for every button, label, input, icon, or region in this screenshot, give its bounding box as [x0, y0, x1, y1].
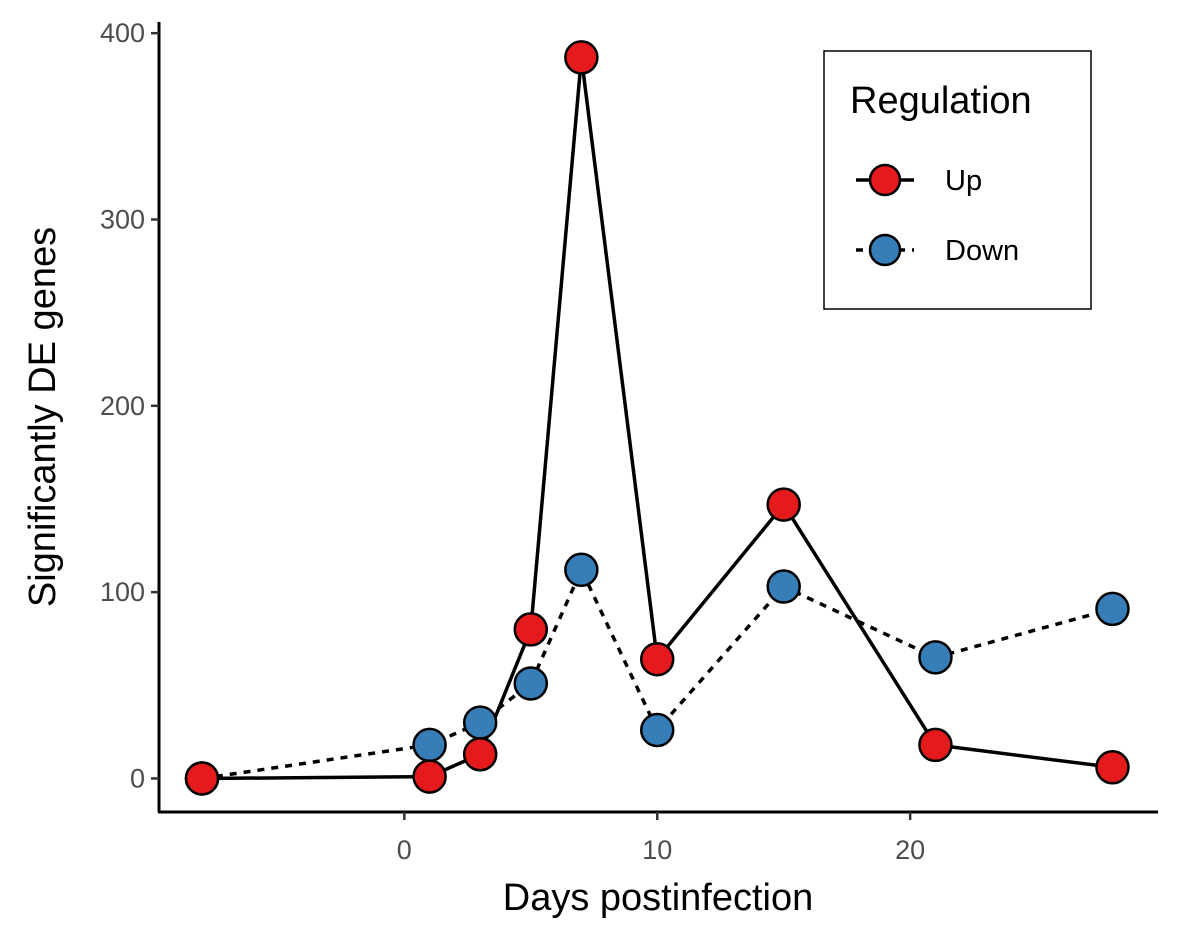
data-point-up [513, 612, 549, 647]
x-tick-label: 0 [397, 835, 412, 865]
data-point-up [184, 761, 220, 796]
legend-label-down: Down [945, 235, 1019, 267]
data-point-down [564, 552, 599, 588]
data-point-up [639, 641, 675, 677]
x-tick-label: 20 [895, 835, 925, 865]
y-tick-label: 100 [100, 577, 145, 607]
legend-label-up: Up [945, 165, 982, 197]
data-point-up [918, 727, 953, 763]
data-point-down [918, 640, 953, 675]
data-point-up [766, 487, 801, 522]
series-line-down [201, 568, 1113, 781]
data-point-up [1095, 750, 1130, 785]
legend-title: Regulation [850, 80, 1032, 122]
data-point-down [1095, 591, 1130, 627]
data-point-up [412, 759, 447, 794]
legend-marker-down [868, 233, 902, 267]
data-point-down [412, 727, 447, 763]
data-point-down [462, 705, 498, 740]
y-axis-title: Significantly DE genes [22, 227, 64, 607]
y-ticks: 0 100 200 300 400 [100, 18, 159, 793]
data-point-up [564, 40, 599, 75]
legend-marker-up [868, 163, 902, 197]
data-point-down [513, 666, 549, 701]
y-tick-label: 0 [130, 763, 145, 793]
x-ticks: 0 10 20 [397, 812, 925, 865]
y-tick-label: 200 [100, 391, 145, 421]
y-tick-label: 300 [100, 205, 145, 235]
legend: Regulation Up Down [823, 50, 1092, 310]
legend-items: Up Down [856, 163, 1019, 267]
series-points [184, 40, 1130, 796]
y-tick-label: 400 [100, 18, 145, 48]
data-point-up [462, 736, 498, 772]
data-point-down [766, 569, 801, 604]
x-tick-label: 10 [642, 835, 672, 865]
data-point-down [639, 712, 675, 748]
x-axis-title: Days postinfection [503, 877, 814, 919]
